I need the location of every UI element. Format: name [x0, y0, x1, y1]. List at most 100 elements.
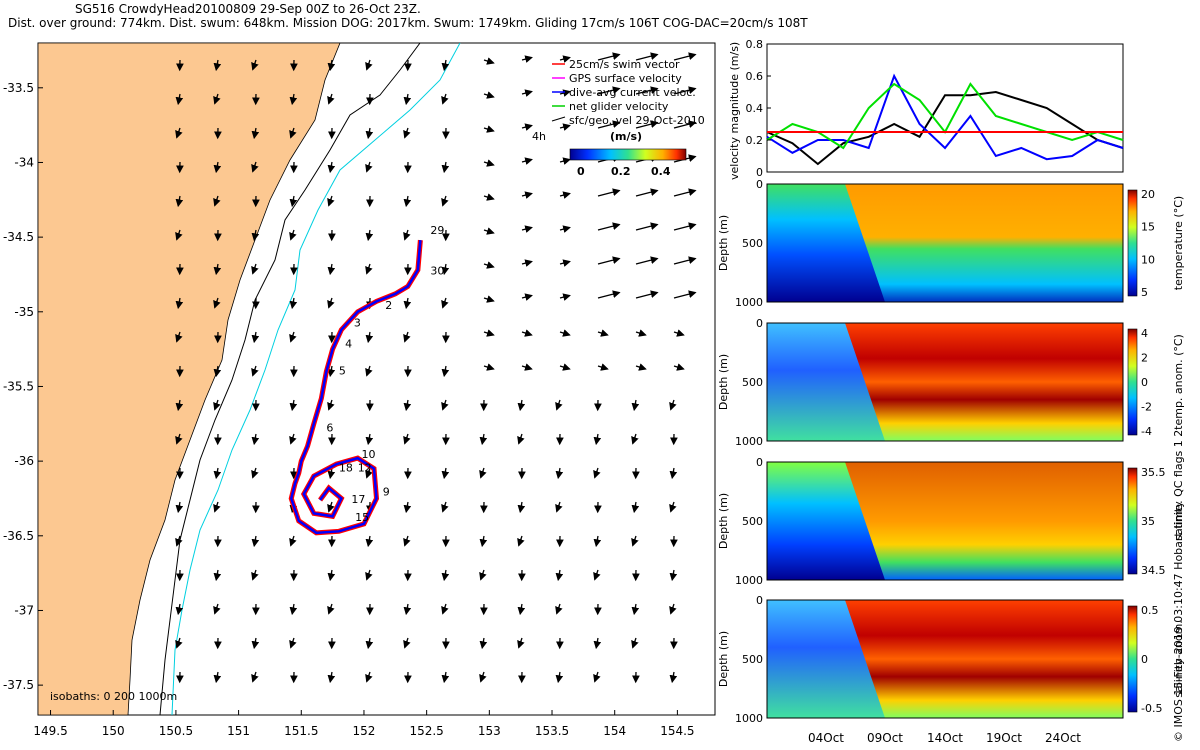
- current-vector: [251, 569, 259, 581]
- map-x-tick-label: 149.5: [33, 724, 67, 738]
- current-vector: [517, 535, 525, 547]
- track-day-label: 9: [383, 485, 390, 498]
- map-y-tick-label: -35.5: [3, 379, 34, 393]
- current-vector: [213, 195, 221, 207]
- current-vector: [597, 52, 621, 61]
- map-y-tick-label: -37: [14, 603, 34, 617]
- figure-title-line1: SG516 CrowdyHead20100809 29-Sep 00Z to 2…: [75, 2, 421, 16]
- map-x-tick-label: 154: [603, 724, 626, 738]
- current-vector: [559, 89, 571, 97]
- map-y-tick-label: -36: [14, 454, 34, 468]
- map-x-tick-label: 150: [102, 724, 125, 738]
- current-vector: [483, 227, 495, 235]
- glider-track-blue: [289, 240, 422, 535]
- current-vector: [289, 535, 297, 547]
- legend-dive-avg: dive-avg current veloc.: [569, 86, 696, 99]
- current-vector: [597, 256, 621, 265]
- current-vector: [327, 365, 336, 378]
- current-vector: [669, 501, 677, 513]
- map-x-tick-label: 150.5: [159, 724, 193, 738]
- current-vector: [365, 433, 374, 446]
- current-vector: [289, 331, 297, 343]
- current-vector: [517, 603, 526, 616]
- current-vector: [593, 637, 602, 650]
- current-vector: [479, 637, 488, 650]
- current-vector: [555, 501, 563, 513]
- current-vector: [669, 569, 678, 582]
- current-vector: [251, 331, 260, 344]
- map-y-tick-label: -37.5: [3, 678, 34, 692]
- current-vector: [635, 329, 647, 337]
- current-vector: [635, 52, 659, 61]
- current-vector: [289, 399, 298, 412]
- current-vector: [251, 433, 260, 446]
- current-vector: [327, 297, 335, 309]
- current-vector: [483, 193, 495, 201]
- current-vector: [327, 93, 335, 105]
- map-x-tick-label: 152.5: [409, 724, 443, 738]
- current-vector: [555, 603, 563, 615]
- current-vector: [403, 637, 411, 649]
- current-vector: [673, 52, 697, 61]
- current-vector: [289, 637, 297, 649]
- track-day-label: 4: [345, 338, 352, 351]
- current-vector: [517, 399, 526, 412]
- current-vector: [669, 399, 677, 411]
- map-y-ticks: -33.5 -34 -34.5 -35 -35.5 -36 -36.5 -37 -37.5: [3, 81, 43, 692]
- track-day-label: 6: [326, 421, 333, 434]
- current-vector: [479, 467, 487, 479]
- track-day-label: 12: [358, 462, 372, 475]
- current-vector: [483, 295, 495, 303]
- current-vector: [635, 86, 659, 95]
- current-vector: [483, 91, 495, 99]
- current-vector: [479, 671, 487, 683]
- current-vector: [483, 261, 495, 269]
- current-vector: [555, 569, 564, 582]
- current-vector: [175, 637, 183, 649]
- current-vector: [555, 467, 564, 480]
- legend-swim-vector: 25cm/s swim vector: [569, 58, 680, 71]
- current-vector: [327, 263, 336, 276]
- track-day-label: 18: [339, 462, 353, 475]
- current-vector: [521, 293, 533, 301]
- current-vector: [175, 501, 184, 514]
- current-vector: [327, 569, 336, 582]
- current-vector: [175, 93, 184, 106]
- current-vector: [327, 603, 335, 615]
- current-vector: [175, 433, 183, 445]
- speed-colorbar: [569, 148, 687, 161]
- current-vector: [289, 229, 297, 241]
- current-vector: [673, 222, 697, 231]
- current-vector: [673, 120, 697, 129]
- current-vector: [559, 123, 571, 131]
- current-vector: [365, 331, 374, 344]
- current-vector: [631, 501, 640, 514]
- map-x-tick-label: 153: [478, 724, 501, 738]
- current-vector: [403, 603, 412, 616]
- current-vector: [669, 671, 678, 684]
- current-vector: [327, 671, 336, 684]
- copyright-note: © IMOS 15-Feb-2019 03:10:47 Hobart time.…: [1172, 429, 1185, 742]
- current-vector: [441, 93, 449, 105]
- current-vector: [517, 433, 525, 445]
- current-vector: [631, 399, 640, 412]
- current-vector: [327, 399, 335, 411]
- current-vector: [635, 222, 659, 231]
- current-vector: [289, 127, 297, 139]
- current-vector: [635, 363, 647, 371]
- land-mass: [38, 43, 341, 715]
- current-vector: [441, 501, 449, 513]
- current-vector: [251, 637, 260, 650]
- current-vector: [479, 569, 487, 581]
- current-vector: [673, 256, 697, 265]
- current-vector: [597, 86, 621, 95]
- current-vector: [631, 535, 639, 547]
- track-day-label: 3: [354, 317, 361, 330]
- current-vector: [483, 125, 495, 133]
- legend-net-velocity: net glider velocity: [569, 100, 669, 113]
- current-vector: [521, 259, 533, 267]
- current-vector: [635, 188, 659, 197]
- isobath-1000: [171, 43, 461, 715]
- current-vector: [635, 290, 659, 299]
